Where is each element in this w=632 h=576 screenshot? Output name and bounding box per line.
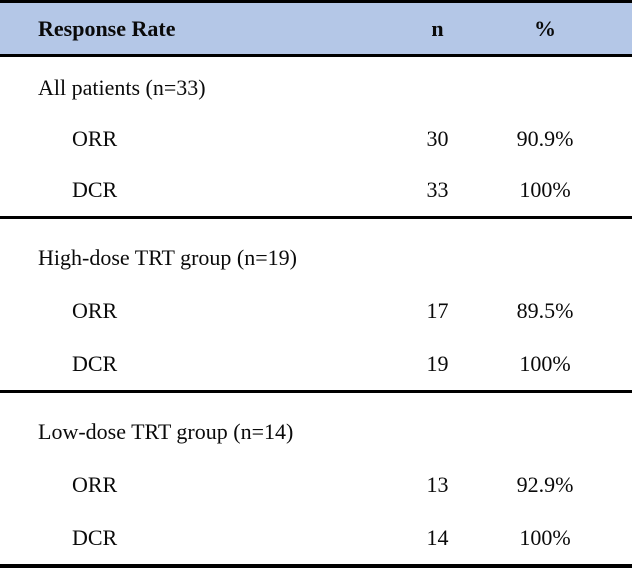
row-n-value: 33 [426,177,449,203]
row-pct-value: 100% [519,350,571,376]
row-n-value: 17 [426,297,449,323]
row-pct-value: 100% [519,177,571,203]
row-n-value: 14 [426,524,449,550]
group-label: All patients (n=33) [38,74,206,100]
header-n: n [431,15,444,41]
row-label: DCR [72,350,118,376]
section-divider [0,390,632,393]
row-pct-value: 89.5% [516,297,574,323]
section-divider [0,216,632,219]
row-label: ORR [72,297,118,323]
section-low-dose: Low-dose TRT group (n=14) ORR 13 92.9% D… [0,393,632,564]
group-row: High-dose TRT group (n=19) [0,231,632,284]
row-label: DCR [72,524,118,550]
row-n-value: 19 [426,350,449,376]
table-row: ORR 30 90.9% [0,113,632,164]
group-row: All patients (n=33) [0,62,632,113]
table-row: ORR 17 89.5% [0,284,632,337]
row-pct-value: 92.9% [516,471,574,497]
group-row: Low-dose TRT group (n=14) [0,405,632,458]
row-label: DCR [72,177,118,203]
group-label: Low-dose TRT group (n=14) [38,418,294,444]
row-label: ORR [72,471,118,497]
row-n-value: 13 [426,471,449,497]
header-response-rate: Response Rate [38,15,176,41]
section-all-patients: All patients (n=33) ORR 30 90.9% DCR 33 … [0,57,632,216]
section-high-dose: High-dose TRT group (n=19) ORR 17 89.5% … [0,219,632,390]
row-pct-value: 90.9% [516,125,574,151]
row-pct-value: 100% [519,524,571,550]
table-row: ORR 13 92.9% [0,458,632,511]
row-n-value: 30 [426,125,449,151]
table-header-row: Response Rate n % [0,0,632,57]
header-percent: % [534,15,556,41]
group-label: High-dose TRT group (n=19) [38,244,297,270]
table-row: DCR 33 100% [0,165,632,216]
table-bottom-rule [0,564,632,568]
table-row: DCR 14 100% [0,511,632,564]
table-row: DCR 19 100% [0,337,632,390]
row-label: ORR [72,125,118,151]
